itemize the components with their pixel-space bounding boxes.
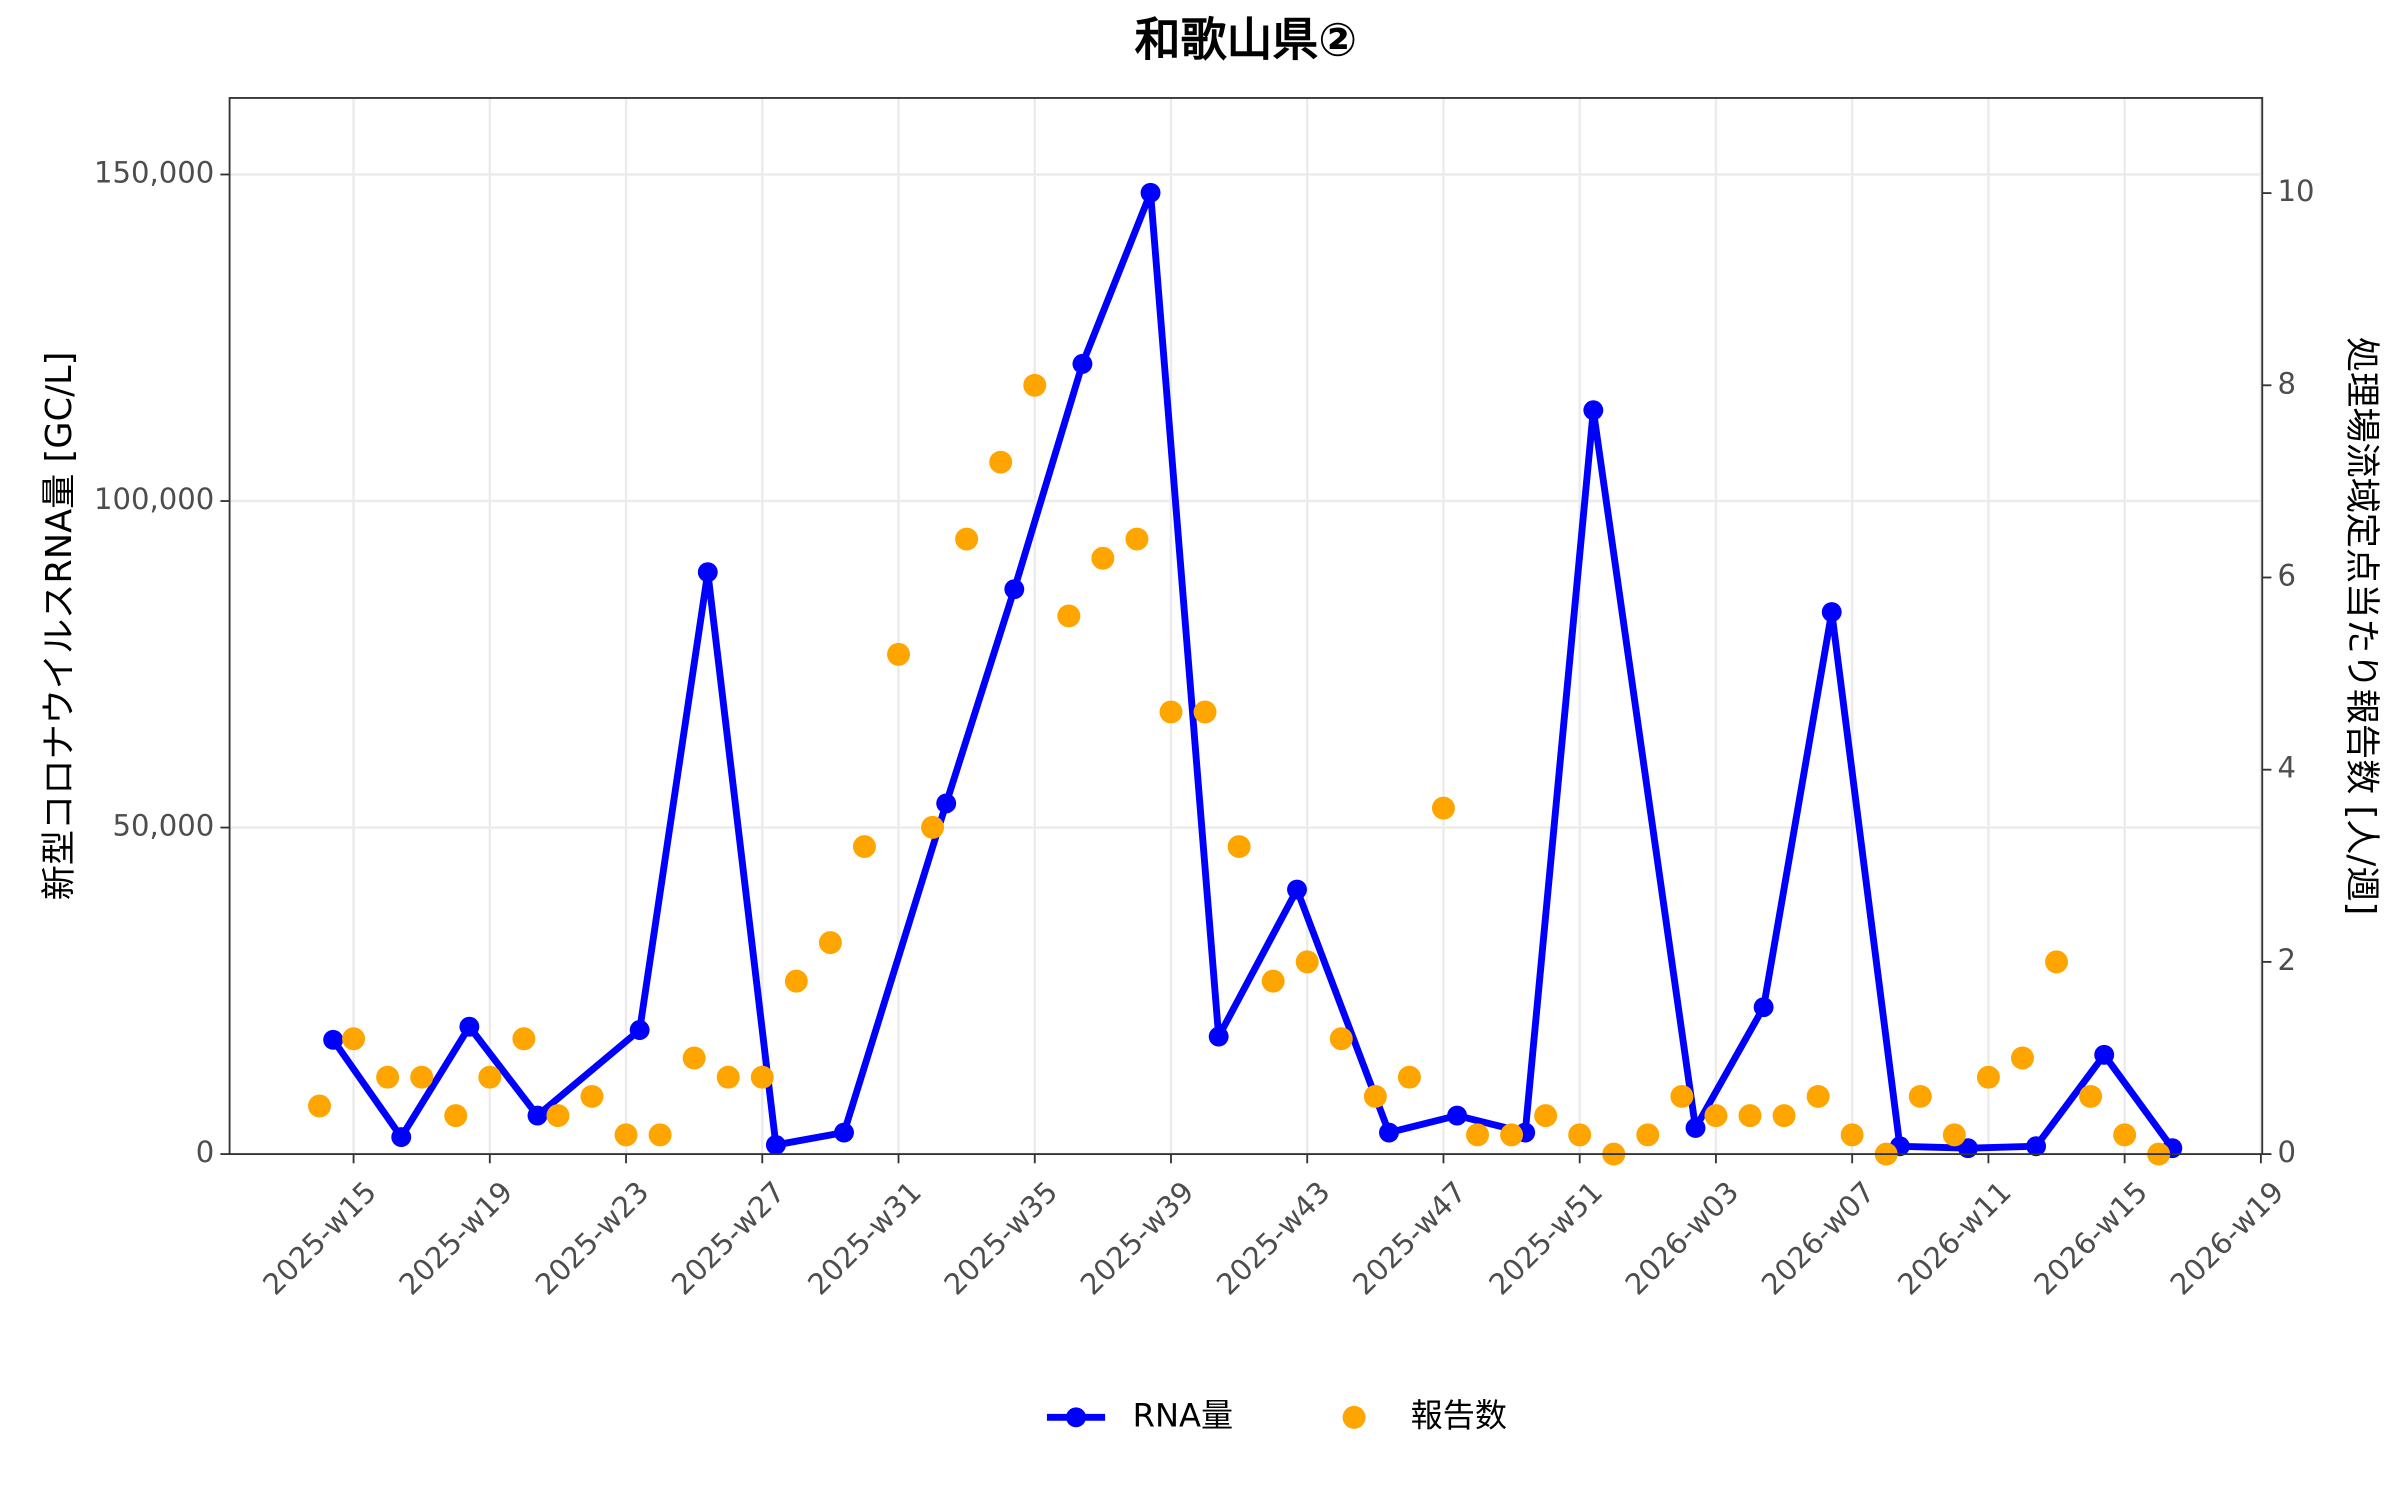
scatter-point (1397, 1065, 1421, 1089)
y2-axis-title: 処理場流域定点当たり報告数 [人/週] (2341, 337, 2382, 915)
legend: RNA量 報告数 (1046, 1396, 1507, 1434)
scatter-point (308, 1094, 331, 1118)
scatter-point (1261, 969, 1285, 993)
legend-label: 報告数 (1411, 1396, 1507, 1434)
scatter-point (614, 1123, 638, 1147)
scatter-point (580, 1084, 604, 1108)
scatter-point (342, 1027, 366, 1051)
scatter-point (1466, 1123, 1490, 1147)
data-point (1447, 1105, 1468, 1126)
data-point (2094, 1044, 2115, 1065)
data-point (527, 1105, 548, 1126)
legend-label: RNA量 (1133, 1396, 1233, 1434)
data-point (1379, 1122, 1399, 1143)
scatter-point (1704, 1104, 1728, 1128)
chart-title: 和歌山県② (1135, 12, 1357, 66)
scatter-point (852, 835, 876, 859)
scatter-point (1091, 546, 1115, 570)
scatter-point (1193, 700, 1217, 724)
scatter-point (1534, 1104, 1558, 1128)
scatter-point (716, 1065, 740, 1089)
scatter-point (546, 1104, 570, 1128)
data-point (1753, 997, 1774, 1018)
scatter-point (512, 1027, 536, 1051)
data-point (391, 1127, 412, 1148)
data-point (936, 793, 957, 814)
y-tick-label: 150,000 (94, 155, 214, 189)
scatter-point (1670, 1084, 1694, 1108)
data-point (1583, 400, 1604, 421)
y2-tick-label: 2 (2278, 943, 2297, 977)
y2-tick-label: 0 (2278, 1135, 2297, 1169)
scatter-point (1159, 700, 1183, 724)
scatter-point (955, 527, 979, 551)
scatter-point (887, 642, 910, 666)
scatter-point (989, 450, 1013, 474)
scatter-point (682, 1046, 706, 1070)
scatter-point (1125, 527, 1149, 551)
data-point (765, 1134, 786, 1155)
scatter-point (1363, 1084, 1387, 1108)
data-point (1004, 579, 1025, 600)
scatter-point (921, 815, 945, 839)
data-point (834, 1122, 854, 1143)
y2-tick-label: 6 (2278, 558, 2297, 592)
data-point (323, 1029, 344, 1050)
scatter-point (1840, 1123, 1864, 1147)
data-point (2026, 1136, 2047, 1157)
plot-border (228, 97, 2264, 1155)
scatter-point (1806, 1084, 1830, 1108)
scatter-point (2045, 950, 2069, 974)
scatter-point (1500, 1123, 1524, 1147)
scatter-point (1636, 1123, 1660, 1147)
scatter-point (1057, 604, 1081, 628)
scatter-point (1942, 1123, 1966, 1147)
scatter-point (1295, 950, 1319, 974)
data-point (1072, 353, 1093, 374)
scatter-point (478, 1065, 502, 1089)
y-tick-label: 50,000 (113, 809, 215, 843)
scatter-point (648, 1123, 672, 1147)
scatter-point (1431, 796, 1455, 820)
legend-marker (1342, 1405, 1366, 1429)
data-point (1685, 1118, 1706, 1138)
y2-tick-label: 8 (2278, 366, 2297, 400)
scatter-point (2010, 1046, 2034, 1070)
data-point (629, 1020, 650, 1040)
y-axis-title: 新型コロナウイルスRNA量 [GC/L] (39, 352, 80, 901)
y-tick-label: 0 (196, 1135, 215, 1169)
scatter-point (784, 969, 808, 993)
plot-marks (308, 182, 2183, 1166)
scatter-point (1227, 835, 1251, 859)
scatter-point (750, 1065, 774, 1089)
scatter-point (1908, 1084, 1932, 1108)
scatter-point (2113, 1123, 2137, 1147)
scatter-point (1329, 1027, 1353, 1051)
y2-tick-label: 4 (2278, 751, 2297, 785)
scatter-point (1772, 1104, 1796, 1128)
scatter-point (376, 1065, 400, 1089)
data-point (459, 1016, 480, 1037)
scatter-point (1023, 373, 1047, 397)
y-tick-label: 100,000 (94, 482, 214, 516)
data-point (1208, 1026, 1229, 1047)
legend-marker (1066, 1407, 1086, 1428)
data-point (1287, 879, 1307, 900)
scatter-point (818, 931, 842, 955)
scatter-point (1738, 1104, 1762, 1128)
data-point (1821, 602, 1842, 622)
scatter-point (1568, 1123, 1592, 1147)
data-point (697, 562, 718, 583)
scatter-point (444, 1104, 468, 1128)
y2-tick-label: 10 (2278, 174, 2315, 208)
scatter-point (410, 1065, 434, 1089)
series-line (330, 189, 2176, 1152)
data-point (1140, 182, 1161, 203)
scatter-point (1976, 1065, 2000, 1089)
scatter-point (2079, 1084, 2103, 1108)
